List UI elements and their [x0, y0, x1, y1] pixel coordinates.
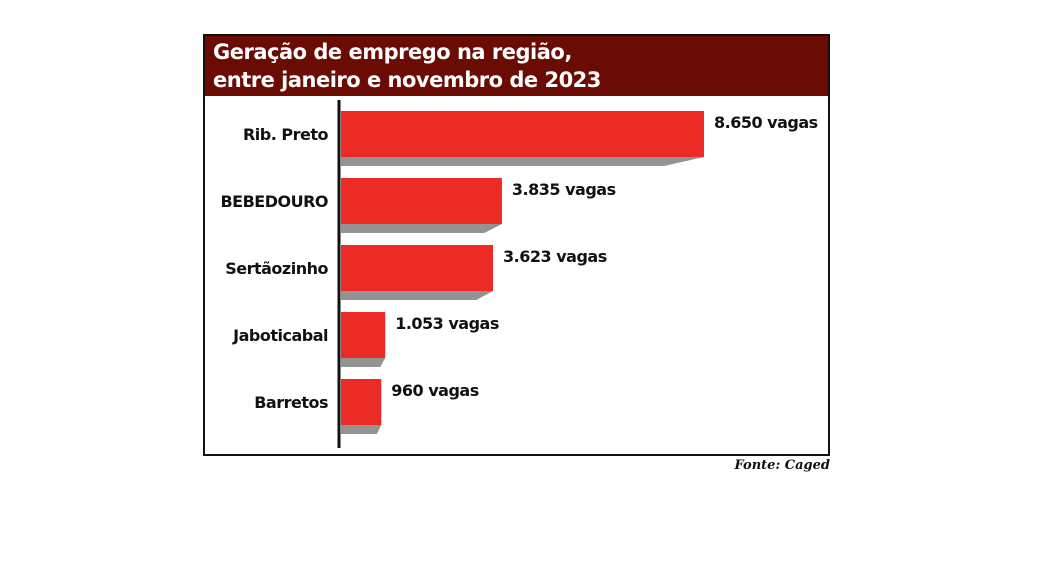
chart-title: Geração de emprego na região, entre jane… — [205, 36, 828, 96]
category-label: Barretos — [254, 393, 328, 412]
bar-shadow — [341, 358, 386, 367]
data-label: 1.053 vagas — [395, 314, 499, 333]
data-label: 3.623 vagas — [503, 247, 607, 266]
chart-title-line-2: entre janeiro e novembro de 2023 — [213, 68, 601, 92]
bar — [341, 379, 382, 425]
data-label: 960 vagas — [391, 381, 478, 400]
source-note: Fonte: Caged — [734, 458, 830, 473]
bar-shadow — [341, 224, 502, 233]
data-label: 8.650 vagas — [714, 113, 818, 132]
chart-title-line-1: Geração de emprego na região, — [213, 40, 572, 64]
data-label: 3.835 vagas — [512, 180, 616, 199]
category-label: Rib. Preto — [243, 125, 329, 144]
chart-frame: Geração de emprego na região, entre jane… — [203, 34, 830, 456]
category-label: BEBEDOURO — [220, 192, 328, 211]
bar — [341, 178, 502, 224]
bar-shadow — [341, 157, 704, 166]
category-label: Sertãozinho — [225, 259, 328, 278]
bar — [341, 312, 386, 358]
bar — [341, 111, 704, 157]
category-label: Jaboticabal — [232, 326, 328, 345]
bar-shadow — [341, 291, 494, 300]
bar-shadow — [341, 425, 382, 434]
bar — [341, 245, 494, 291]
